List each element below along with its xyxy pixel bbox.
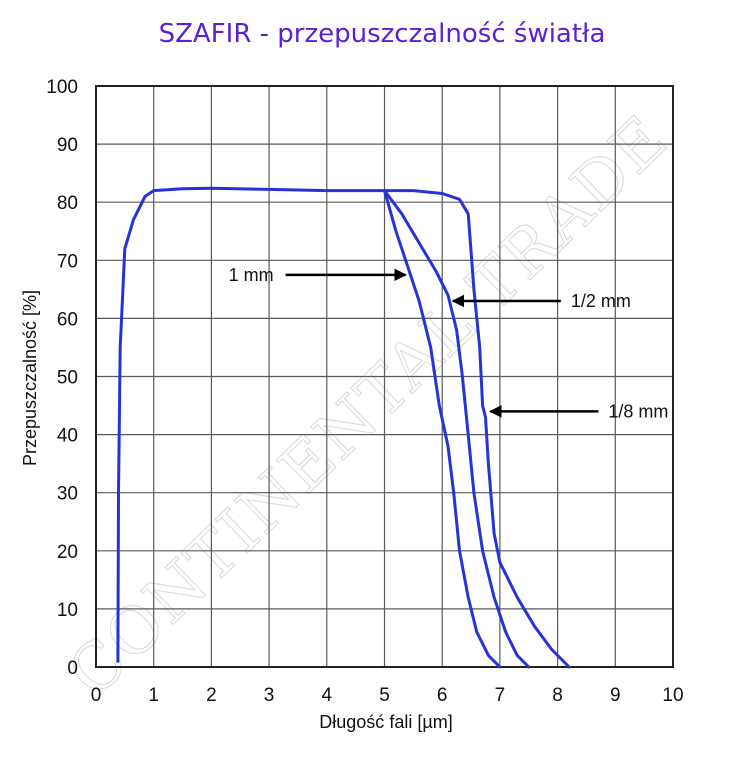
annotation-label: 1/2 mm: [571, 291, 631, 311]
x-tick-label: 7: [495, 685, 506, 706]
series-line-1-mm: [383, 189, 502, 669]
series-line-1-2-mm: [383, 189, 531, 669]
y-tick-label: 40: [57, 426, 78, 447]
series-lines: [116, 186, 571, 669]
annotation-label: 1/8 mm: [608, 401, 668, 421]
x-tick-label: 4: [322, 685, 333, 706]
plot-frame: [95, 85, 674, 668]
y-tick-label: 70: [57, 251, 78, 272]
x-tick-label: 9: [610, 685, 621, 706]
y-tick-label: 60: [57, 309, 78, 330]
x-tick-label: 2: [206, 685, 217, 706]
y-tick-label: 20: [57, 542, 78, 563]
x-tick-label: 8: [552, 685, 563, 706]
y-axis-label: Przepuszczalność [%]: [20, 290, 40, 466]
x-axis-ticks: 0 1 2 3 4 5 6 7 8 9 10: [91, 685, 684, 706]
annotation-label: 1 mm: [229, 265, 274, 285]
x-tick-label: 5: [379, 685, 390, 706]
x-axis-label: Długość fali [µm]: [319, 712, 452, 732]
y-tick-label: 0: [67, 658, 78, 679]
chart-title: SZAFIR - przepuszczalność światła: [159, 19, 606, 49]
series-line-1-8-mm: [116, 186, 571, 669]
y-tick-label: 90: [57, 135, 78, 156]
x-tick-label: 6: [437, 685, 448, 706]
grid: [96, 86, 673, 667]
x-tick-label: 1: [148, 685, 159, 706]
y-tick-label: 100: [46, 77, 78, 98]
x-tick-label: 3: [264, 685, 275, 706]
x-tick-label: 0: [91, 685, 102, 706]
x-tick-label: 10: [662, 685, 683, 706]
y-tick-label: 30: [57, 484, 78, 505]
y-tick-label: 80: [57, 193, 78, 214]
y-tick-label: 50: [57, 368, 78, 389]
y-tick-label: 10: [57, 600, 78, 621]
annotations: 1 mm 1/2 mm 1/8 mm: [229, 265, 669, 422]
y-axis-ticks: 0 10 20 30 40 50 60 70 80 90 100: [46, 77, 78, 679]
